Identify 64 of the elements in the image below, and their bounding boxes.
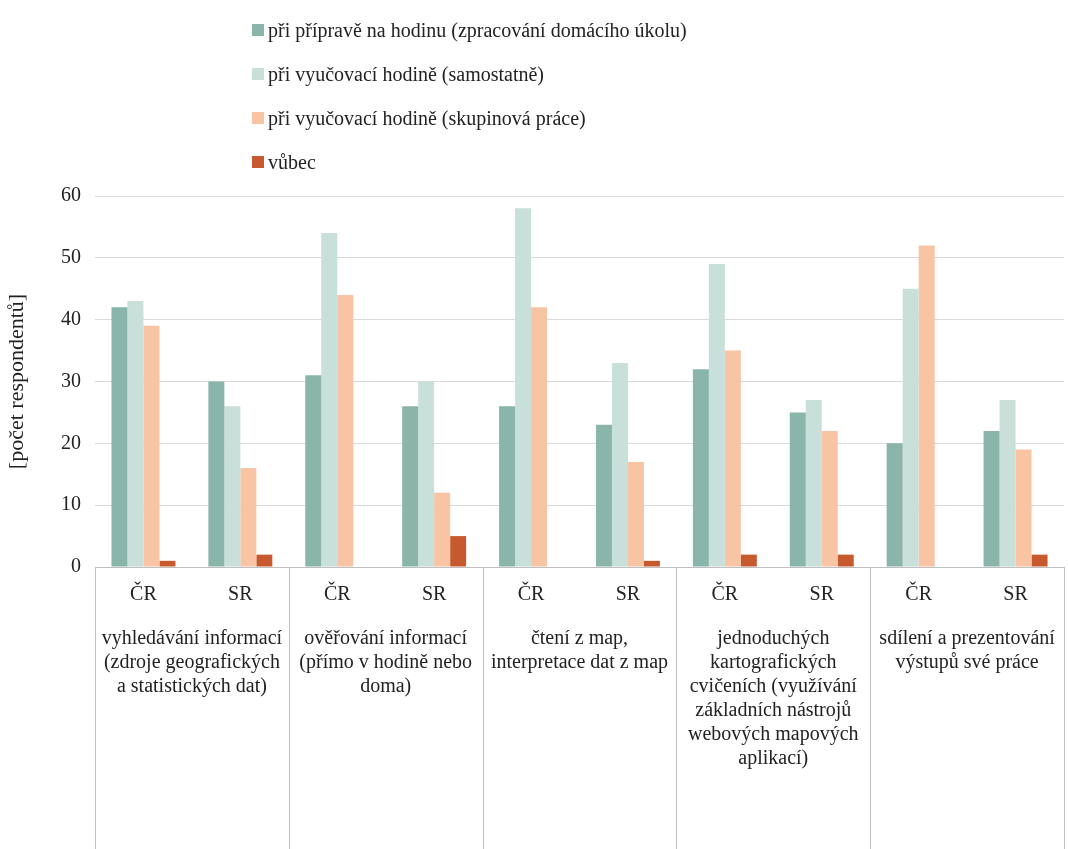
bar [643,560,660,567]
y-tick-label: 50 [61,245,81,268]
y-tick-label: 20 [61,430,81,453]
bar [821,430,838,567]
y-axis-title: [počet respondentů] [2,293,28,470]
bar [1031,554,1048,567]
bar [208,381,225,567]
x-tick-label: SR [809,582,835,605]
bar [111,307,128,567]
text: jednoduchých kartografických cvičeních (využívání základních nástrojů webových mapových aplikací) [688,626,859,770]
text: ověřování informací (přímo v hodině nebo doma) [299,626,473,698]
bar [692,369,709,567]
bar [418,381,435,567]
bar [611,362,628,567]
x-tick-label: ČR [517,581,546,605]
bar [999,400,1016,567]
bar [708,264,725,567]
bar [918,245,935,567]
x-tick-label: SR [1003,582,1029,605]
y-tick-label: 30 [61,368,81,391]
x-tick-label: ČR [130,581,158,605]
legend-label: při vyučovací hodině (skupinová práce) [268,106,586,130]
y-tick-label: 10 [61,492,81,515]
bar [240,468,257,567]
x-tick-label: ČR [905,581,933,605]
bar [837,554,854,567]
legend-label: při přípravě na hodinu (zpracování domácího úkolu) [268,18,687,42]
bar [595,424,612,567]
x-tick-label: ČR [711,581,739,605]
x-tick-label: ČR [323,581,352,605]
x-tick-label: SR [615,582,641,605]
bar [531,307,548,567]
bar [450,536,467,567]
y-tick-label: 40 [61,306,81,329]
bar [143,325,160,567]
bar [256,554,273,567]
bar [724,350,741,567]
bar [127,301,144,567]
y-tick-label: 0 [71,554,81,577]
legend-label: vůbec [268,150,316,174]
bar [805,400,822,567]
bar [337,294,354,567]
bar [159,560,176,567]
bar [224,406,241,567]
bar [434,492,451,567]
bar [902,288,919,567]
y-tick-label: 60 [61,183,81,206]
bar [305,375,322,567]
bar [886,443,903,567]
x-tick-label: SR [421,582,448,605]
bar [515,208,532,567]
text: vyhledávání informací (zdroje geografických a statistických dat) [101,626,283,698]
bar [499,406,516,567]
bar [789,412,806,567]
bar [321,233,338,567]
bar [402,406,419,567]
bar [1015,449,1032,567]
text: čtení z map, interpretace dat z map [490,626,669,674]
x-tick-label: SR [228,582,254,605]
bar [983,430,1000,567]
bar [740,554,757,567]
text: sdílení a prezentování výstupů své práce [879,626,1056,674]
legend-label: při vyučovací hodině (samostatně) [268,62,545,86]
bar [627,461,644,567]
